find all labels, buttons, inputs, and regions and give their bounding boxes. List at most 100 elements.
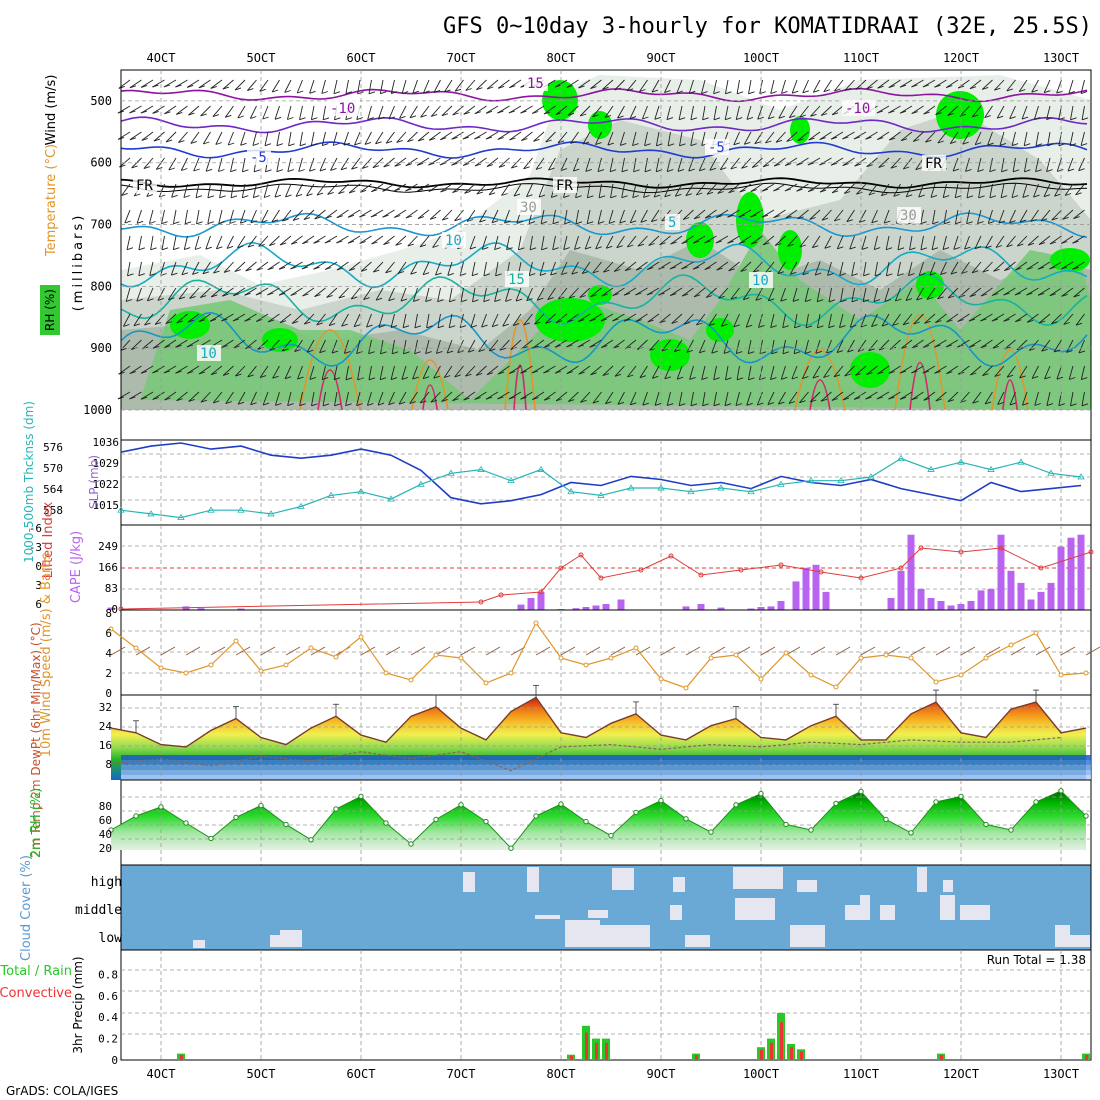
wind-barb-staff — [580, 391, 591, 403]
wind-barb-staff — [504, 209, 510, 224]
wind-barb-flag — [125, 299, 133, 302]
wind-barb-flag — [131, 165, 138, 169]
wind-barb-staff — [299, 131, 303, 146]
wind-barb-10m — [1035, 646, 1051, 656]
wind-barb-staff — [575, 183, 579, 198]
wind-barb-staff — [310, 131, 315, 146]
wind-barb-flag — [1069, 143, 1077, 147]
wind-barb-flag — [925, 139, 932, 143]
wind-barb-staff — [172, 209, 177, 224]
wind-barb-flag — [437, 299, 444, 303]
wind-barb-flag — [256, 267, 263, 271]
wind-barb-staff — [481, 313, 487, 328]
wind-barb-flag — [497, 137, 504, 140]
wind-barb-staff — [980, 339, 993, 349]
wind-barb-flag — [463, 111, 470, 115]
wind-barb-flag — [416, 188, 424, 192]
wind-barb-flag — [129, 396, 136, 400]
wind-barb-staff — [1043, 183, 1051, 197]
wind-barb-staff — [143, 157, 154, 169]
wind-barb-flag — [481, 324, 488, 328]
wind-barb-staff — [1012, 157, 1016, 172]
wind-barb-flag — [476, 87, 483, 91]
wind-barb-staff — [984, 391, 993, 405]
wind-barb-flag — [523, 166, 530, 170]
wind-barb-staff — [600, 313, 614, 322]
wind-barb-staff — [819, 131, 832, 140]
wind-barb-flag — [491, 220, 499, 224]
wind-barb-staff — [571, 261, 579, 275]
temp-cold-band — [121, 770, 1091, 775]
wind-barb-staff — [940, 261, 947, 275]
wind-barb-flag — [344, 350, 351, 354]
wind-barb-staff — [256, 261, 269, 271]
wind-barb-staff — [1014, 287, 1028, 296]
wind-barb-flag — [537, 297, 544, 301]
wind-barb-staff — [946, 313, 959, 323]
wind-barb-flag — [370, 214, 378, 218]
wind-barb-staff — [993, 261, 1005, 272]
wind-barb-flag — [781, 376, 788, 380]
wind-barb-flag — [823, 375, 830, 378]
wind-barb-staff — [589, 313, 602, 322]
wind-barb-flag — [416, 162, 424, 166]
wind-barb-flag — [1046, 169, 1053, 173]
wind-barb-flag — [953, 246, 960, 250]
wind-barb-flag — [225, 401, 232, 405]
wind-barb-staff — [417, 131, 430, 142]
wind-barb-staff — [314, 209, 326, 220]
wind-barb-flag — [253, 195, 260, 199]
wind-barb-staff — [991, 313, 1005, 322]
wind-barb-staff — [205, 235, 211, 250]
contour-label-bg — [133, 177, 157, 193]
wind-speed-point — [258, 668, 264, 674]
wind-barb-staff — [664, 79, 671, 93]
wind-barb-flag — [649, 347, 656, 351]
thickness-point — [117, 506, 125, 513]
wind-barb-staff — [390, 79, 395, 94]
wind-barb-flag — [161, 247, 169, 251]
wind-barb-flag — [333, 377, 341, 381]
precip-conv-bar — [760, 1049, 763, 1060]
wind-barb-staff — [547, 287, 556, 300]
wind-barb-flag — [297, 90, 304, 94]
wind-barb-flag — [1034, 116, 1041, 120]
wind-barb-flag — [483, 273, 491, 277]
wind-barb-flag — [931, 247, 939, 251]
wind-barb-staff — [595, 235, 602, 249]
wind-barb-flag — [304, 321, 311, 325]
wind-barb-staff — [554, 365, 568, 374]
wind-barb-flag — [647, 319, 654, 323]
wind-speed-point — [283, 662, 289, 668]
wind-barb-flag — [395, 242, 402, 246]
wind-barb-staff — [925, 131, 936, 143]
wind-barb-staff — [659, 313, 671, 324]
wind-barb-staff — [233, 339, 246, 349]
wind-barb-staff — [539, 261, 545, 276]
wind-barb-flag — [152, 84, 159, 88]
wind-barb-flag — [1061, 241, 1068, 244]
wind-barb-staff — [557, 287, 568, 300]
wind-barb-staff — [531, 105, 545, 114]
wind-barb-staff — [920, 235, 924, 250]
wind-barb-staff — [313, 261, 326, 270]
wind-barb-staff — [957, 313, 970, 322]
wind-barb-staff — [905, 183, 913, 197]
wind-barb-staff — [467, 339, 476, 353]
wind-barb-flag — [648, 243, 655, 246]
lifted-index-point — [598, 575, 604, 581]
wind-barb-staff — [937, 287, 947, 300]
wind-barb-flag — [347, 214, 355, 218]
wind-barb-staff — [526, 287, 533, 301]
wind-barb-flag — [341, 323, 348, 327]
wind-barb-staff — [635, 261, 648, 271]
wind-barb-flag — [1006, 374, 1014, 378]
wind-barb-staff — [810, 105, 821, 117]
rh-point — [583, 818, 589, 825]
cape-bar — [757, 607, 765, 610]
wind-barb-flag — [207, 221, 214, 225]
wind-barb-flag — [850, 324, 857, 328]
wind-barb-flag — [899, 110, 907, 114]
wind-barb-staff — [188, 391, 200, 402]
wind-barb-flag — [474, 397, 481, 400]
